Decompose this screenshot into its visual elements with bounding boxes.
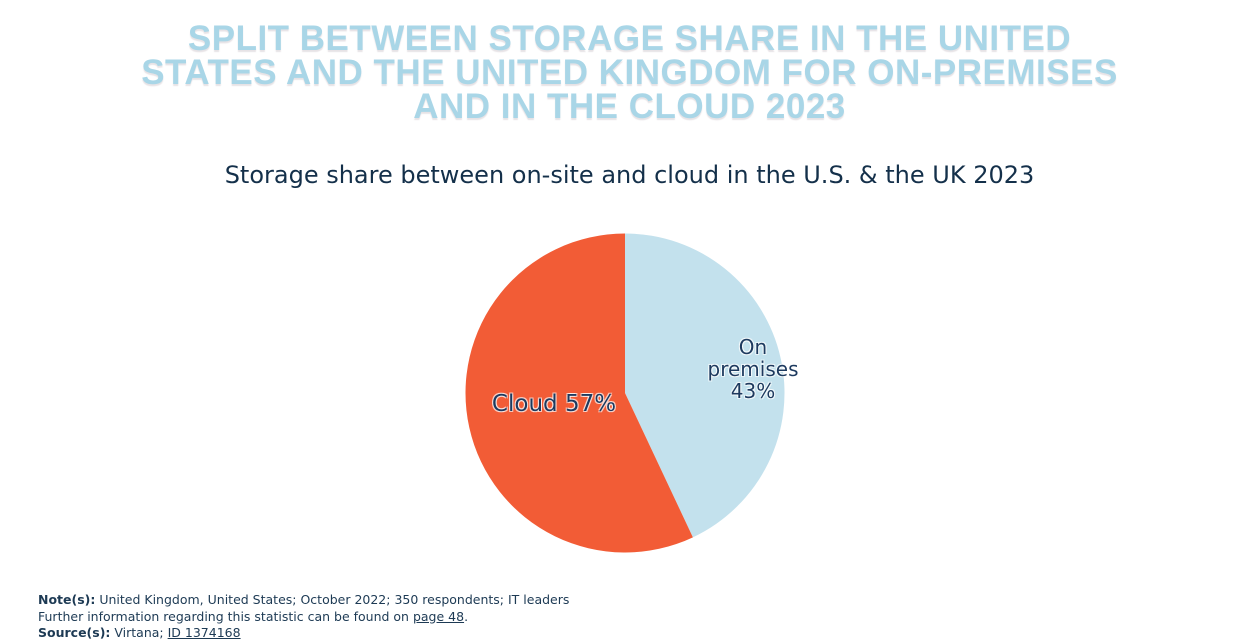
pie-label-on-premises: On premises 43%	[708, 336, 799, 402]
pie-label-cloud: Cloud 57%	[492, 391, 616, 417]
pie-label-on-premises-line-3: 43%	[730, 379, 776, 403]
chart-subtitle: Storage share between on-site and cloud …	[224, 161, 1035, 189]
note-text: United Kingdom, United States; October 2…	[95, 592, 570, 607]
pie-label-cloud-text: Cloud 57%	[491, 391, 617, 417]
page-title-line-2: STATES AND THE UNITED KINGDOM FOR ON-PRE…	[141, 53, 1118, 92]
page-48-link[interactable]: page 48	[412, 608, 465, 624]
further-info-line: Further information regarding this stati…	[38, 609, 569, 626]
note-label: Note(s):	[38, 592, 96, 607]
pie-chart-svg	[465, 233, 785, 553]
pie-label-on-premises-line-2: premises	[707, 357, 799, 381]
pie-label-on-premises-line-1: On	[738, 335, 768, 359]
further-info-period: .	[464, 608, 469, 624]
pie-slice-on-premises[interactable]	[625, 233, 785, 538]
chart-footnotes: Note(s): United Kingdom, United States; …	[38, 592, 569, 642]
further-info-text: Further information regarding this stati…	[38, 608, 413, 624]
source-text: Virtana;	[110, 625, 168, 640]
source-line: Source(s): Virtana; ID 1374168	[38, 625, 569, 642]
page-title: SPLIT BETWEEN STORAGE SHARE IN THE UNITE…	[50, 19, 1210, 126]
source-label: Source(s):	[38, 625, 111, 640]
pie-chart	[465, 233, 785, 553]
page-title-line-3: AND IN THE CLOUD 2023	[413, 87, 846, 126]
page-title-line-1: SPLIT BETWEEN STORAGE SHARE IN THE UNITE…	[187, 19, 1072, 58]
note-line: Note(s): United Kingdom, United States; …	[38, 592, 569, 609]
pie-slice-cloud[interactable]	[465, 233, 693, 553]
statistic-id-link[interactable]: ID 1374168	[167, 625, 241, 640]
